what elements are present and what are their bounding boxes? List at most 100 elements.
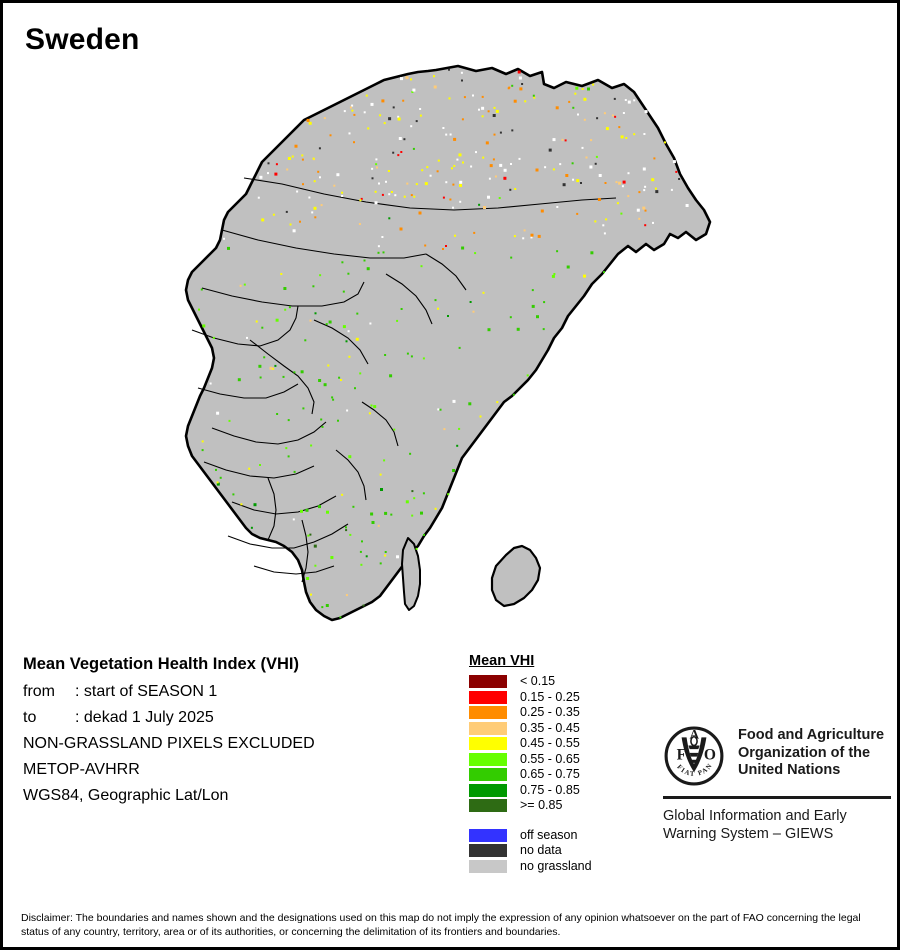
sweden-map-svg[interactable] [6, 58, 900, 638]
fao-organization-name: Food and Agriculture Organization of the… [738, 725, 884, 780]
sweden-landmass[interactable] [184, 64, 712, 622]
vhi-pixel [652, 221, 654, 224]
vhi-pixel [293, 371, 296, 374]
vhi-pixel [590, 251, 594, 255]
vhi-pixel [627, 172, 630, 175]
vhi-pixel [410, 194, 413, 197]
vhi-pixel [437, 307, 439, 310]
vhi-pixel [294, 144, 298, 148]
vhi-pixel [531, 289, 534, 292]
vhi-pixel [301, 154, 304, 157]
map-panel[interactable] [6, 58, 900, 638]
vhi-pixel [492, 158, 495, 161]
vhi-pixel [412, 88, 416, 92]
vhi-pixel [508, 86, 511, 89]
vhi-pixel [511, 84, 514, 87]
vhi-pixel [381, 99, 385, 103]
legend-special-list: off season no data no grassland [469, 828, 659, 875]
vhi-pixel [424, 244, 427, 247]
vhi-pixel [304, 339, 307, 342]
vhi-pixel [487, 328, 491, 332]
vhi-pixel [253, 503, 257, 507]
vhi-pixel [347, 330, 350, 333]
vhi-pixel [583, 97, 587, 101]
legend-class-row[interactable]: 0.55 - 0.65 [469, 752, 659, 768]
vhi-pixel [482, 156, 485, 159]
legend-class-swatch [469, 675, 507, 689]
legend-class-row[interactable]: 0.25 - 0.35 [469, 705, 659, 721]
legend-class-swatch [469, 721, 507, 735]
legend-class-row[interactable]: 0.15 - 0.25 [469, 690, 659, 706]
info-pixels-note: NON-GRASSLAND PIXELS EXCLUDED [23, 735, 315, 752]
legend-special-row[interactable]: no grassland [469, 859, 659, 875]
oland-island[interactable] [401, 537, 421, 611]
vhi-pixel [561, 138, 564, 141]
vhi-pixel [346, 409, 349, 412]
vhi-pixel [664, 141, 666, 144]
vhi-pixel [296, 190, 299, 193]
legend-class-row[interactable]: >= 0.85 [469, 798, 659, 814]
vhi-pixel [283, 287, 287, 290]
vhi-pixel [359, 372, 362, 375]
vhi-pixel [302, 407, 305, 410]
vhi-pixel [267, 162, 270, 165]
gotland-island[interactable] [490, 544, 542, 608]
vhi-pixel [469, 301, 472, 303]
vhi-pixel [614, 115, 617, 118]
vhi-pixel [442, 127, 445, 129]
vhi-pixel [348, 355, 351, 358]
vhi-pixel [603, 271, 605, 274]
vhi-pixel [341, 493, 344, 496]
vhi-pixel [433, 85, 437, 89]
vhi-pixel [459, 200, 462, 203]
vhi-pixel [618, 126, 621, 129]
vhi-pixel [377, 245, 380, 248]
legend-class-swatch [469, 690, 507, 704]
vhi-pixel [565, 174, 569, 177]
vhi-pixel [288, 306, 291, 309]
legend-special-row[interactable]: off season [469, 828, 659, 844]
vhi-pixel [321, 425, 324, 428]
legend-class-label: 0.25 - 0.35 [520, 705, 580, 720]
vhi-pixel [499, 163, 503, 167]
vhi-pixel [413, 497, 416, 500]
vhi-pixel [384, 554, 387, 557]
vhi-pixel [670, 188, 673, 191]
legend-class-row[interactable]: 0.35 - 0.45 [469, 721, 659, 737]
vhi-pixel [481, 95, 484, 98]
vhi-pixel [633, 133, 636, 136]
vhi-pixel [327, 364, 330, 367]
vhi-pixel [616, 202, 619, 205]
vhi-pixel [463, 96, 466, 99]
info-sensor: METOP-AVHRR [23, 761, 140, 778]
vhi-pixel [514, 188, 517, 190]
legend-special-row[interactable]: no data [469, 843, 659, 859]
vhi-pixel [292, 229, 296, 233]
admin-boundaries-group [191, 177, 617, 583]
vhi-pixel [365, 94, 368, 97]
legend-class-row[interactable]: 0.75 - 0.85 [469, 783, 659, 799]
legend-class-row[interactable]: 0.45 - 0.55 [469, 736, 659, 752]
legend-class-label: 0.55 - 0.65 [520, 751, 580, 766]
vhi-pixel [223, 237, 225, 240]
vhi-pixel [393, 428, 396, 431]
vhi-pixel [300, 370, 304, 374]
vhi-pixel [583, 274, 586, 278]
vhi-pixel [580, 182, 582, 184]
vhi-pixel [321, 606, 324, 609]
vhi-pixel [319, 176, 321, 179]
vhi-pixel [285, 210, 288, 213]
legend: Mean VHI < 0.15 0.15 - 0.25 0.25 - 0.35 0.3… [469, 653, 659, 874]
legend-class-row[interactable]: 0.65 - 0.75 [469, 767, 659, 783]
vhi-pixel [553, 273, 556, 275]
map-land-group [184, 64, 712, 622]
vhi-pixel [356, 312, 359, 315]
info-from-label: from [23, 683, 55, 700]
vhi-pixel [594, 220, 597, 223]
legend-class-row[interactable]: < 0.15 [469, 674, 659, 690]
legend-class-label: 0.35 - 0.45 [520, 720, 580, 735]
vhi-pixel [287, 157, 291, 160]
svg-text:A: A [690, 727, 700, 742]
vhi-pixel [559, 163, 562, 166]
vhi-pixel [375, 163, 378, 166]
